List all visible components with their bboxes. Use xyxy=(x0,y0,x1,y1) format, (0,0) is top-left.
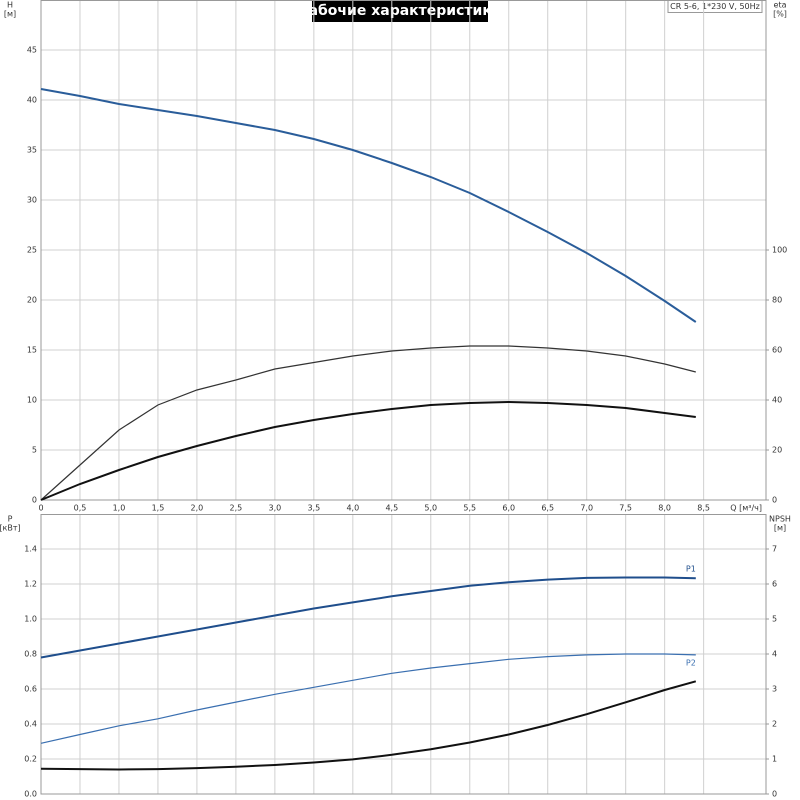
x-tick-label: 1,0 xyxy=(113,504,126,513)
y2-tick-label: 100 xyxy=(772,246,787,255)
x-tick-label: 8,5 xyxy=(697,504,710,513)
y-tick-label: 0.2 xyxy=(24,755,37,764)
x-tick-label: 0,5 xyxy=(74,504,87,513)
series-line xyxy=(40,88,697,323)
y2-axis-label: eta xyxy=(774,1,787,10)
plot-frame xyxy=(40,514,767,795)
y2-tick-label: 20 xyxy=(772,446,782,455)
y2-tick-label: 60 xyxy=(772,346,782,355)
y-tick-label: 0.6 xyxy=(24,685,37,694)
y-axis-unit: [кВт] xyxy=(0,524,21,533)
x-tick-label: 3,0 xyxy=(269,504,282,513)
y2-tick-label: 0 xyxy=(772,496,777,505)
y-tick-label: 0.4 xyxy=(24,720,37,729)
y-tick-label: 0.8 xyxy=(24,650,37,659)
series-label: P1 xyxy=(686,565,696,574)
y-tick-label: 1.0 xyxy=(24,615,37,624)
y-tick-label: 45 xyxy=(27,46,37,55)
y-tick-label: 35 xyxy=(27,146,37,155)
y-axis-label: P xyxy=(8,515,13,524)
series-line xyxy=(40,576,696,659)
y-tick-label: 20 xyxy=(27,296,37,305)
x-axis-label: Q [м³/ч] xyxy=(730,504,762,513)
x-tick-label: 6,0 xyxy=(502,504,515,513)
annotation: CR 5-6, 1*230 V, 50Hz xyxy=(670,2,760,11)
x-tick-label: 0 xyxy=(38,504,43,513)
x-tick-label: 7,5 xyxy=(619,504,632,513)
y2-tick-label: 4 xyxy=(772,650,777,659)
y-tick-label: 15 xyxy=(27,346,37,355)
y2-axis-unit: [%] xyxy=(773,10,787,19)
x-tick-label: 2,0 xyxy=(191,504,204,513)
y-tick-label: 5 xyxy=(32,446,37,455)
y-tick-label: 0 xyxy=(32,496,37,505)
x-tick-label: 5,0 xyxy=(424,504,437,513)
y2-axis-unit: [м] xyxy=(774,524,786,533)
series-line xyxy=(40,400,696,501)
series-line xyxy=(40,680,697,771)
chart-title: Рабочие характеристики xyxy=(298,3,501,19)
series-label: P2 xyxy=(686,658,696,667)
plot-frame xyxy=(40,0,767,501)
series-line xyxy=(40,653,696,744)
y2-tick-label: 1 xyxy=(772,755,777,764)
y-tick-label: 1.2 xyxy=(24,580,37,589)
y2-tick-label: 5 xyxy=(772,615,777,624)
x-tick-label: 1,5 xyxy=(152,504,165,513)
x-tick-label: 8,0 xyxy=(658,504,671,513)
y2-tick-label: 80 xyxy=(772,296,782,305)
y2-tick-label: 40 xyxy=(772,396,782,405)
y-tick-label: 30 xyxy=(27,196,37,205)
x-tick-label: 4,5 xyxy=(385,504,398,513)
y-tick-label: 40 xyxy=(27,96,37,105)
y-tick-label: 10 xyxy=(27,396,37,405)
y-tick-label: 1.4 xyxy=(24,545,37,554)
y2-tick-label: 7 xyxy=(772,545,777,554)
y2-tick-label: 3 xyxy=(772,685,777,694)
title-box xyxy=(312,0,488,22)
x-tick-label: 7,0 xyxy=(580,504,593,513)
x-tick-label: 2,5 xyxy=(230,504,243,513)
y2-tick-label: 6 xyxy=(772,580,777,589)
series-line xyxy=(40,345,696,501)
y-axis-unit: [м] xyxy=(4,10,16,19)
y-axis-label: H xyxy=(7,1,13,10)
y-tick-label: 25 xyxy=(27,246,37,255)
x-tick-label: 6,5 xyxy=(541,504,554,513)
x-tick-label: 4,0 xyxy=(346,504,359,513)
y2-tick-label: 2 xyxy=(772,720,777,729)
y2-tick-label: 0 xyxy=(772,790,777,799)
x-tick-label: 3,5 xyxy=(307,504,320,513)
y2-axis-label: NPSH xyxy=(769,515,791,524)
y-tick-label: 0.0 xyxy=(24,790,37,799)
x-tick-label: 5,5 xyxy=(463,504,476,513)
